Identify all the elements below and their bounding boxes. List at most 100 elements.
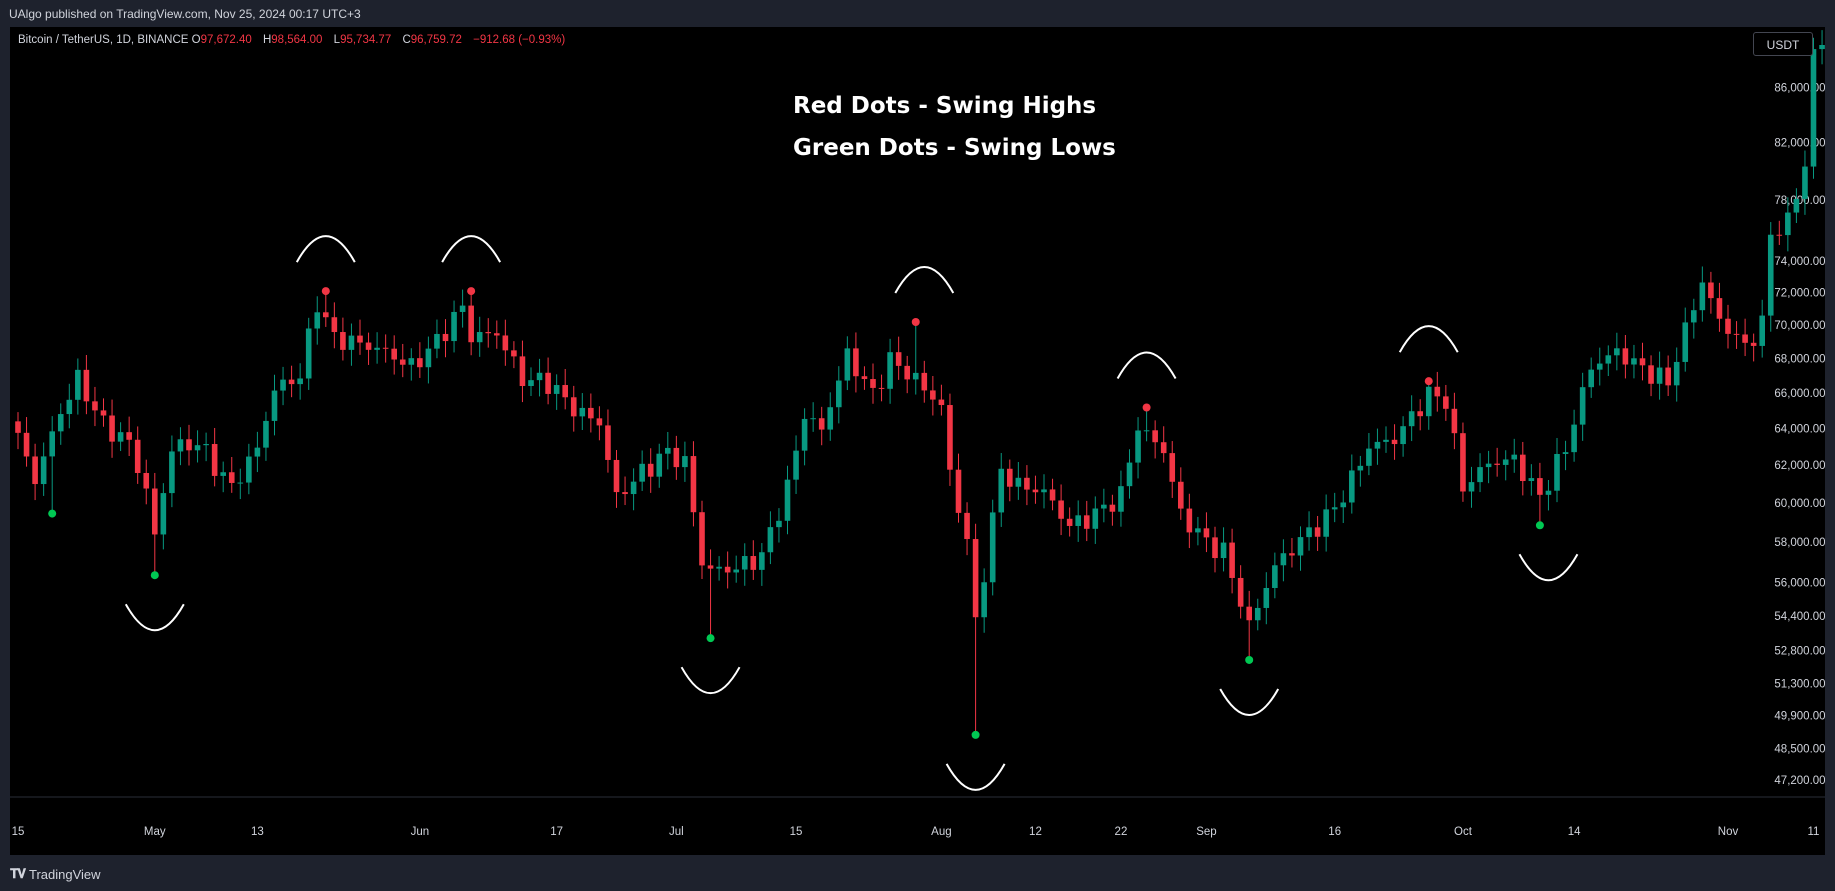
candle-body[interactable]: [1007, 468, 1013, 487]
candle-body[interactable]: [1691, 310, 1697, 323]
candle-body[interactable]: [904, 365, 910, 380]
candle-body[interactable]: [1750, 342, 1757, 346]
tradingview-logo[interactable]: 𝐓𝐕 TradingView: [10, 866, 101, 882]
candle-body[interactable]: [1485, 463, 1492, 468]
candle-body[interactable]: [912, 372, 919, 380]
candle-body[interactable]: [1101, 504, 1107, 509]
candle-body[interactable]: [323, 312, 329, 318]
candle-body[interactable]: [1092, 508, 1099, 529]
candle-body[interactable]: [870, 379, 876, 388]
candle-body[interactable]: [1810, 49, 1817, 167]
candle-body[interactable]: [776, 520, 782, 528]
candle-body[interactable]: [246, 456, 252, 483]
candle-body[interactable]: [1682, 322, 1689, 362]
symbol-label[interactable]: Bitcoin / TetherUS, 1D, BINANCE: [18, 34, 189, 46]
candle-body[interactable]: [1314, 527, 1321, 537]
candle-body[interactable]: [1246, 606, 1252, 621]
candle-body[interactable]: [1494, 463, 1500, 465]
candle-body[interactable]: [365, 342, 372, 350]
candle-body[interactable]: [1708, 282, 1714, 299]
candle-body[interactable]: [160, 493, 167, 535]
candle-body[interactable]: [861, 376, 868, 380]
candle-body[interactable]: [502, 335, 509, 351]
candle-body[interactable]: [536, 372, 543, 381]
candle-body[interactable]: [1195, 528, 1201, 533]
candle-body[interactable]: [1306, 527, 1312, 538]
candle-body[interactable]: [417, 358, 423, 368]
candle-body[interactable]: [673, 447, 680, 468]
candle-body[interactable]: [1579, 387, 1586, 425]
swing-low-dot[interactable]: [150, 571, 159, 580]
candle-body[interactable]: [647, 463, 654, 477]
candle-body[interactable]: [665, 447, 671, 454]
candle-body[interactable]: [1015, 477, 1022, 487]
swing-high-dot[interactable]: [1424, 377, 1433, 386]
candle-body[interactable]: [57, 414, 64, 432]
candle-body[interactable]: [836, 380, 842, 408]
swing-high-dot[interactable]: [1142, 403, 1151, 412]
candle-body[interactable]: [1614, 348, 1620, 356]
candle-body[interactable]: [579, 407, 586, 417]
candle-body[interactable]: [1366, 448, 1372, 466]
candle-body[interactable]: [1143, 430, 1150, 432]
candle-body[interactable]: [750, 556, 757, 570]
candle-body[interactable]: [1742, 334, 1748, 343]
candle-body[interactable]: [126, 432, 132, 440]
candle-body[interactable]: [1622, 348, 1629, 365]
candle-body[interactable]: [228, 472, 235, 483]
candle-body[interactable]: [639, 463, 645, 482]
candle-body[interactable]: [733, 569, 739, 573]
candle-body[interactable]: [1383, 439, 1389, 442]
candle-body[interactable]: [1639, 358, 1646, 366]
candle-body[interactable]: [682, 456, 688, 468]
candle-body[interactable]: [1793, 198, 1800, 213]
candle-body[interactable]: [605, 425, 611, 460]
candle-body[interactable]: [716, 566, 722, 569]
candle-body[interactable]: [1511, 454, 1518, 460]
candle-body[interactable]: [853, 348, 859, 377]
candle-body[interactable]: [878, 387, 885, 389]
candle-body[interactable]: [434, 333, 440, 349]
candle-body[interactable]: [494, 333, 500, 336]
candle-body[interactable]: [818, 418, 825, 430]
candle-body[interactable]: [1759, 315, 1765, 346]
candle-body[interactable]: [1254, 607, 1261, 621]
candle-body[interactable]: [1289, 553, 1295, 556]
candle-body[interactable]: [1075, 515, 1081, 526]
candle-body[interactable]: [1160, 442, 1167, 454]
candle-body[interactable]: [981, 582, 987, 618]
candle-body[interactable]: [1554, 453, 1560, 491]
candle-body[interactable]: [759, 552, 765, 570]
candle-body[interactable]: [1537, 478, 1543, 495]
candle-body[interactable]: [767, 527, 774, 553]
candle-body[interactable]: [23, 432, 30, 457]
candle-body[interactable]: [827, 407, 834, 430]
candle-body[interactable]: [528, 380, 534, 386]
candle-body[interactable]: [1297, 537, 1304, 556]
candle-body[interactable]: [194, 445, 201, 451]
candle-body[interactable]: [656, 453, 663, 477]
candle-body[interactable]: [485, 332, 492, 334]
candle-body[interactable]: [382, 347, 389, 349]
candle-body[interactable]: [134, 439, 141, 473]
candle-body[interactable]: [989, 512, 996, 583]
candle-body[interactable]: [947, 405, 953, 470]
candle-body[interactable]: [1545, 490, 1552, 495]
candle-body[interactable]: [1212, 537, 1218, 559]
candle-body[interactable]: [741, 556, 748, 570]
candle-body[interactable]: [297, 378, 303, 385]
candle-body[interactable]: [357, 335, 363, 343]
candle-body[interactable]: [1451, 408, 1458, 434]
candle-body[interactable]: [1280, 553, 1287, 566]
candle-body[interactable]: [511, 350, 517, 357]
candle-body[interactable]: [237, 482, 244, 484]
candle-body[interactable]: [1417, 411, 1423, 417]
candle-body[interactable]: [1716, 298, 1723, 319]
candle-body[interactable]: [1058, 500, 1064, 519]
candle-body[interactable]: [1631, 358, 1637, 365]
candle-body[interactable]: [1237, 577, 1244, 607]
candle-body[interactable]: [331, 317, 338, 333]
candle-body[interactable]: [1152, 430, 1158, 443]
candle-body[interactable]: [1118, 486, 1124, 512]
candle-body[interactable]: [348, 335, 355, 350]
